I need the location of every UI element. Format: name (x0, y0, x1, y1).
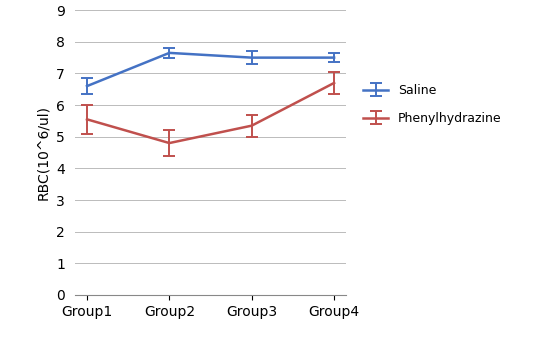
Y-axis label: RBC(10^6/ul): RBC(10^6/ul) (36, 105, 51, 200)
Legend: Saline, Phenylhydrazine: Saline, Phenylhydrazine (358, 79, 507, 130)
